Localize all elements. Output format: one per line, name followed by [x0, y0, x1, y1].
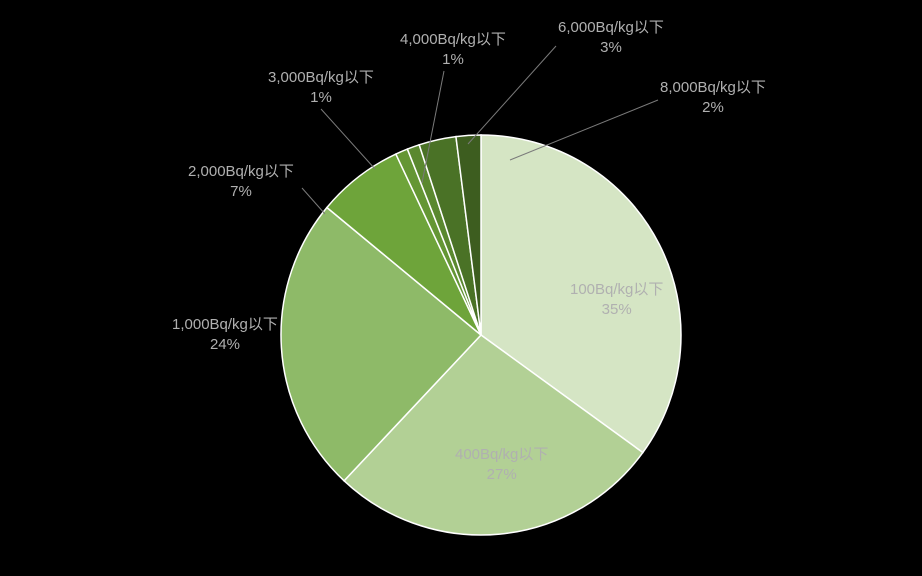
slice-label-percent: 1% — [268, 88, 374, 108]
slice-label-name: 4,000Bq/kg以下 — [400, 30, 506, 50]
slice-label-name: 3,000Bq/kg以下 — [268, 68, 374, 88]
slice-label-name: 2,000Bq/kg以下 — [188, 162, 294, 182]
slice-label-name: 100Bq/kg以下 — [570, 280, 663, 300]
slice-label-percent: 3% — [558, 38, 664, 58]
slice-label: 400Bq/kg以下27% — [455, 445, 548, 484]
slice-label-name: 8,000Bq/kg以下 — [660, 78, 766, 98]
slice-label-name: 6,000Bq/kg以下 — [558, 18, 664, 38]
leader-line — [302, 188, 325, 214]
leader-lines — [0, 0, 922, 576]
slice-label-name: 1,000Bq/kg以下 — [172, 315, 278, 335]
slice-label-name: 400Bq/kg以下 — [455, 445, 548, 465]
leader-line — [422, 71, 444, 183]
slice-label-percent: 2% — [660, 98, 766, 118]
slice-label: 100Bq/kg以下35% — [570, 280, 663, 319]
slice-label: 6,000Bq/kg以下3% — [558, 18, 664, 57]
slice-label: 8,000Bq/kg以下2% — [660, 78, 766, 117]
leader-line — [321, 109, 375, 169]
slice-label: 2,000Bq/kg以下7% — [188, 162, 294, 201]
slice-label-percent: 1% — [400, 50, 506, 70]
slice-label: 1,000Bq/kg以下24% — [172, 315, 278, 354]
slice-label-percent: 24% — [172, 335, 278, 355]
pie-chart-container: 100Bq/kg以下35% 400Bq/kg以下27% 1,000Bq/kg以下24… — [0, 0, 922, 576]
slice-label-percent: 27% — [455, 465, 548, 485]
slice-label-percent: 35% — [570, 300, 663, 320]
slice-label-percent: 7% — [188, 182, 294, 202]
slice-label: 4,000Bq/kg以下1% — [400, 30, 506, 69]
slice-label: 3,000Bq/kg以下1% — [268, 68, 374, 107]
leader-line — [510, 100, 658, 160]
